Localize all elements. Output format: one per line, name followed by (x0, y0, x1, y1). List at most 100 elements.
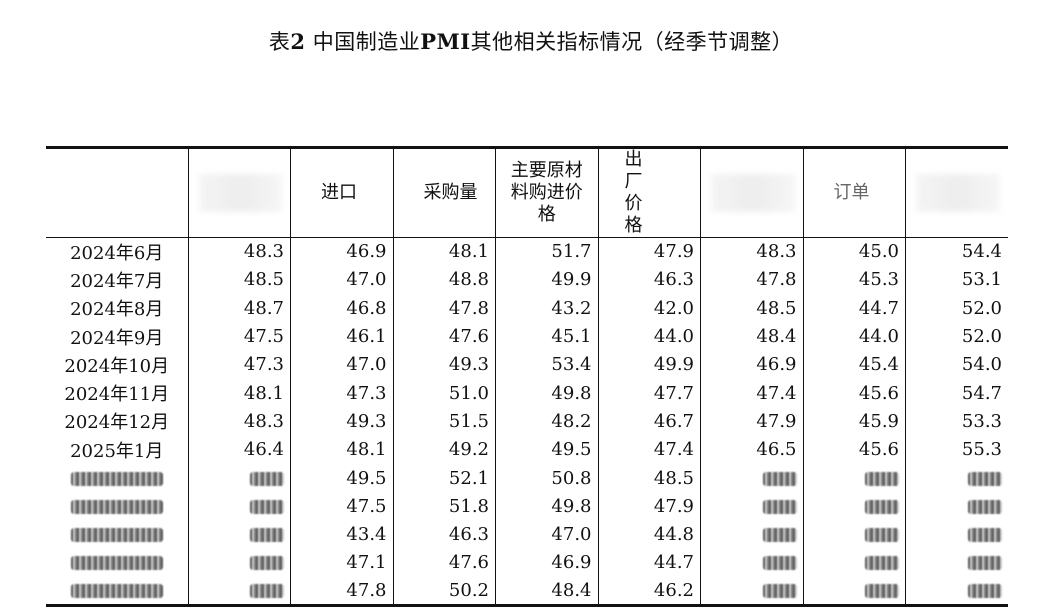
value-cell: 48.4 (700, 322, 803, 351)
value-cell (802, 492, 906, 521)
value-cell: 51.0 (392, 378, 496, 408)
value-cell: 48.3 (187, 407, 291, 436)
month-cell: 2024年12月 (64, 412, 170, 434)
value-cell: 54.4 (905, 237, 1008, 266)
month-cell (46, 464, 188, 492)
obscured-value (250, 556, 284, 571)
obscured-value (762, 499, 797, 514)
header-import: 进口 (290, 146, 393, 238)
value-cell: 48.1 (392, 237, 496, 266)
header-row: 进口 采购量 主要原材料购进价格 出厂价格 订单 (46, 146, 1008, 238)
value-cell: 46.3 (597, 265, 701, 295)
value-cell: 49.9 (495, 265, 598, 295)
obscured-value (250, 471, 284, 486)
month-cell (46, 520, 188, 548)
value-cell: 48.3 (700, 237, 803, 266)
value-cell: 42.0 (597, 294, 701, 323)
header-raw-material-price: 主要原材料购进价格 (495, 146, 598, 238)
table-row: 2024年10月 47.3 47.0 49.3 53.4 49.9 46.9 45.4 54.0 (46, 350, 1008, 379)
obscured-value (762, 556, 797, 571)
value-cell (905, 492, 1008, 521)
month-cell: 2024年6月 (70, 242, 164, 264)
value-cell: 47.0 (495, 520, 598, 549)
value-cell: 47.3 (290, 378, 393, 408)
table-row: 43.4 46.3 47.0 44.8 (46, 520, 1008, 549)
value-cell: 51.8 (392, 492, 496, 521)
value-cell (905, 463, 1008, 493)
table-body: 2024年6月 48.3 46.9 48.1 51.7 47.9 48.3 45.0 54.4 2… (46, 237, 1008, 607)
value-cell: 44.7 (802, 294, 906, 323)
obscured-value (865, 499, 899, 514)
value-cell (187, 548, 291, 578)
value-cell: 54.0 (905, 350, 1008, 379)
month-cell: 2024年10月 (64, 355, 170, 377)
value-cell: 49.2 (392, 435, 496, 464)
value-cell (802, 577, 906, 607)
value-cell: 46.2 (597, 577, 701, 607)
table-row: 47.1 47.6 46.9 44.7 (46, 548, 1008, 578)
obscured-value (968, 583, 1002, 598)
value-cell: 48.4 (495, 577, 598, 607)
month-cell: 2025年1月 (70, 440, 164, 462)
value-cell: 47.9 (700, 407, 803, 436)
value-cell: 45.9 (802, 407, 906, 436)
value-cell: 45.0 (802, 237, 906, 266)
table-row: 2024年7月 48.5 47.0 48.8 49.9 46.3 47.8 45.3 53.1 (46, 265, 1008, 295)
value-cell: 53.4 (495, 350, 598, 379)
value-cell: 48.1 (290, 435, 393, 464)
value-cell: 45.6 (802, 435, 906, 464)
value-cell: 50.8 (495, 463, 598, 493)
value-cell (187, 520, 291, 549)
value-cell: 43.2 (495, 294, 598, 323)
value-cell: 48.3 (187, 237, 291, 266)
value-cell (187, 492, 291, 521)
value-cell: 47.8 (392, 294, 496, 323)
value-cell (905, 520, 1008, 549)
month-cell: 2024年9月 (70, 327, 164, 349)
table-row: 2024年8月 48.7 46.8 47.8 43.2 42.0 48.5 44.7 52.0 (46, 294, 1008, 323)
value-cell: 46.7 (597, 407, 701, 436)
value-cell: 47.5 (187, 322, 291, 351)
value-cell (905, 577, 1008, 607)
value-cell: 47.8 (700, 265, 803, 295)
value-cell: 47.1 (290, 548, 393, 578)
value-cell: 45.4 (802, 350, 906, 379)
value-cell: 52.0 (905, 322, 1008, 351)
value-cell: 46.4 (187, 435, 291, 464)
value-cell: 44.7 (597, 548, 701, 578)
obscured-value (865, 471, 899, 486)
value-cell: 49.3 (290, 407, 393, 436)
obscured-value (865, 528, 899, 543)
value-cell: 46.3 (392, 520, 496, 549)
obscured-value (250, 499, 284, 514)
obscured-month (70, 583, 163, 598)
value-cell: 45.1 (495, 322, 598, 351)
value-cell: 46.9 (290, 237, 393, 266)
value-cell (187, 577, 291, 607)
table-row: 2025年1月 46.4 48.1 49.2 49.5 47.4 46.5 45.6 55.3 (46, 435, 1008, 464)
value-cell (187, 463, 291, 493)
value-cell: 51.5 (392, 407, 496, 436)
obscured-value (250, 583, 284, 598)
value-cell: 47.9 (597, 492, 701, 521)
table-row: 47.5 51.8 49.8 47.9 (46, 492, 1008, 521)
value-cell: 48.7 (187, 294, 291, 323)
table-row: 2024年12月 48.3 49.3 51.5 48.2 46.7 47.9 45.9 53.3 (46, 407, 1008, 436)
obscured-month (70, 471, 163, 486)
obscured-value (968, 556, 1002, 571)
value-cell: 48.5 (700, 294, 803, 323)
value-cell: 44.8 (597, 520, 701, 549)
obscured-value (762, 471, 797, 486)
value-cell: 47.6 (392, 322, 496, 351)
header-col7-obscured (700, 146, 803, 238)
table-title: 表2 中国制造业PMI其他相关指标情况（经季节调整） (268, 29, 794, 54)
value-cell: 47.4 (597, 435, 701, 464)
value-cell: 52.0 (905, 294, 1008, 323)
value-cell: 51.7 (495, 237, 598, 266)
value-cell: 46.5 (700, 435, 803, 464)
value-cell: 48.5 (597, 463, 701, 493)
header-col8-partial: 订单 (802, 146, 906, 238)
header-factory-price: 出厂价格 (597, 146, 701, 238)
value-cell (700, 492, 803, 521)
value-cell: 47.4 (700, 378, 803, 408)
